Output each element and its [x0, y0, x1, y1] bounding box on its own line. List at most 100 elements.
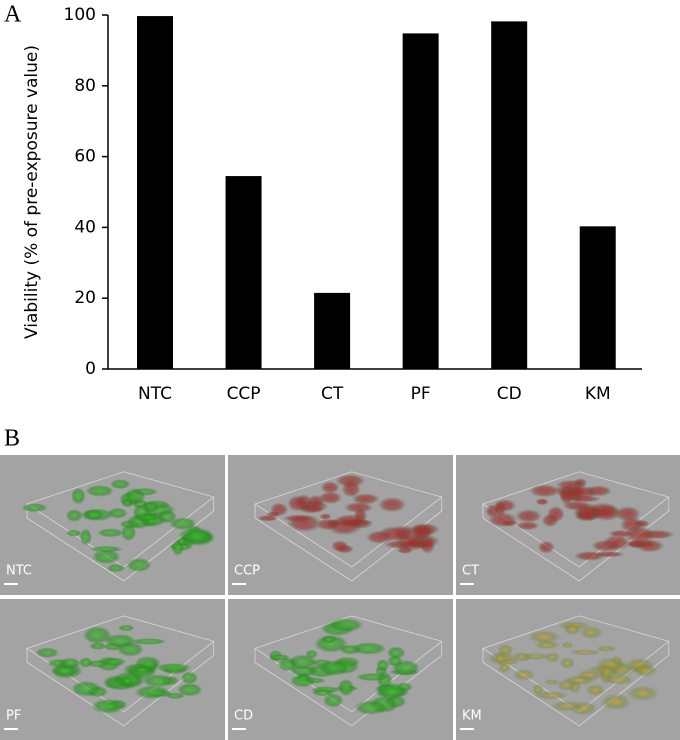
sample-blob — [134, 656, 162, 671]
sample-blob — [177, 527, 214, 545]
x-tick-label: NTC — [138, 384, 172, 404]
sample-blob — [374, 682, 409, 700]
sample-blob — [89, 642, 107, 650]
x-tick-label: KM — [585, 384, 611, 404]
sample-blob — [85, 485, 114, 497]
image-label: CD — [234, 709, 253, 724]
sample-blob — [290, 673, 316, 688]
sample-blob — [97, 528, 124, 538]
image-label: PF — [6, 709, 21, 724]
sample-blob — [544, 678, 559, 686]
sample-blob — [563, 623, 582, 636]
sample-blob — [578, 625, 604, 640]
sample-blob — [282, 514, 314, 522]
sample-blob — [386, 646, 406, 659]
sample-blob — [599, 693, 632, 711]
sample-blob — [603, 534, 631, 551]
sample-blob — [71, 680, 102, 697]
sample-blob — [109, 479, 131, 490]
sample-blob — [287, 654, 317, 670]
y-axis-label: Viability (% of pre-exposure value) — [22, 45, 42, 339]
plot: 0 20 40 60 80 100 NTC CCP CT PF CD KM — [64, 5, 616, 404]
sample-blob — [126, 557, 152, 573]
y-tick-label: 60 — [74, 147, 96, 167]
x-tick-label: PF — [411, 384, 431, 404]
bar — [314, 292, 351, 369]
sample-blob — [322, 693, 344, 708]
sample-blob — [632, 663, 658, 678]
y-tick-label: 40 — [74, 217, 96, 237]
sample-blob — [141, 674, 176, 688]
sample-blob — [298, 504, 325, 514]
sample-blob — [269, 502, 289, 517]
sample-blob — [165, 692, 185, 700]
sample-blob — [21, 503, 48, 513]
sample-blob — [376, 658, 390, 672]
sample-blob — [176, 683, 203, 697]
sample-blob — [563, 675, 596, 686]
sample-blob — [180, 671, 198, 685]
sample-blob — [512, 668, 536, 682]
sample-blob — [130, 638, 167, 645]
sample-blob — [134, 685, 171, 700]
sample-blob — [82, 626, 112, 645]
sample-blob — [561, 641, 574, 649]
sample-blob — [353, 700, 389, 715]
sample-blob — [377, 496, 407, 513]
sample-blob — [91, 698, 126, 714]
sample-blob — [596, 663, 619, 680]
x-tick-label: CCP — [227, 384, 261, 404]
sample-blob — [559, 657, 576, 669]
bar — [225, 176, 262, 369]
sample-blob — [333, 514, 367, 528]
sample-blob — [83, 509, 105, 521]
bar — [137, 16, 174, 369]
sample-blob — [51, 665, 79, 677]
sample-blob — [79, 528, 92, 546]
sample-box-edge — [26, 497, 215, 582]
image-label: CCP — [234, 564, 260, 579]
sample-box-edge — [254, 497, 443, 582]
sample-blob — [156, 509, 178, 524]
sample-blob — [124, 488, 146, 505]
y-tick-label: 100 — [64, 5, 96, 25]
sample-blob — [339, 644, 362, 655]
sample-blob — [595, 645, 617, 652]
x-tick-label: CT — [321, 384, 344, 404]
sample-blob — [107, 507, 128, 519]
image-label: KM — [462, 709, 482, 724]
sample-blob — [546, 505, 565, 523]
sample-blob — [386, 655, 403, 667]
sample-blob — [337, 678, 355, 697]
sample-blob — [320, 635, 337, 644]
bar — [491, 21, 528, 369]
sample-box-edge — [26, 641, 215, 727]
sample-blob — [65, 509, 83, 522]
sample-blob — [305, 649, 318, 659]
sample-blob — [318, 660, 350, 676]
sample-blob — [71, 487, 86, 505]
x-tick-label: CD — [497, 384, 522, 404]
bar — [579, 226, 616, 369]
sample-blob — [515, 521, 540, 531]
sample-blob — [377, 525, 413, 542]
sample-blob — [89, 545, 123, 553]
sample-blob — [78, 657, 93, 668]
sample-blob — [35, 647, 59, 658]
y-tick-label: 20 — [74, 288, 96, 308]
sample-blob — [169, 517, 197, 531]
sample-blob — [544, 651, 561, 663]
sample-blob — [550, 700, 584, 712]
sample-blob — [118, 624, 135, 632]
sample-blob — [268, 654, 291, 661]
sample-blob — [171, 539, 185, 556]
sample-box-edge — [482, 641, 670, 727]
sample-blob — [562, 500, 592, 511]
sample-blob — [106, 563, 126, 573]
sample-blob — [501, 658, 520, 665]
sample-blob — [573, 551, 606, 561]
sample-blob — [537, 540, 556, 554]
sample-blob — [533, 691, 569, 700]
